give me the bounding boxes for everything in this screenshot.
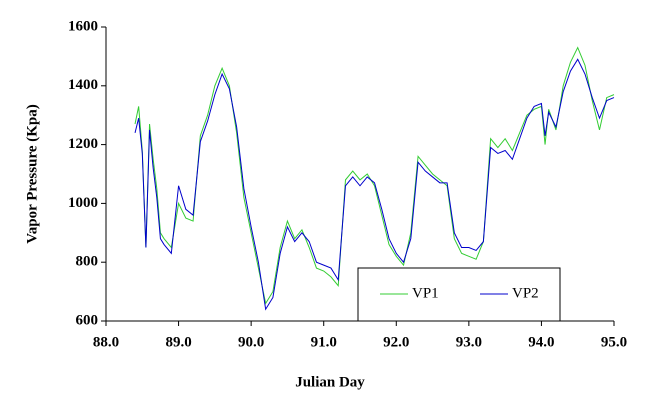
x-tick-label: 89.0	[165, 334, 191, 350]
y-axis-label: Vapor Pressure (Kpa)	[24, 104, 40, 243]
y-tick-label: 1400	[68, 77, 98, 93]
x-tick-label: 94.0	[528, 334, 554, 350]
y-tick-label: 800	[76, 254, 99, 270]
x-tick-label: 88.0	[93, 334, 119, 350]
y-tick-label: 1200	[68, 136, 98, 152]
y-tick-label: 600	[76, 312, 99, 328]
data-line	[134, 58, 615, 311]
x-tick-label: 93.0	[456, 334, 482, 350]
data-line	[134, 46, 615, 305]
x-tick-label: 95.0	[601, 334, 627, 350]
legend-label: VP1	[412, 285, 439, 301]
legend-label: VP2	[512, 285, 539, 301]
x-axis-label: Julian Day	[295, 374, 365, 390]
x-tick-label: 91.0	[311, 334, 337, 350]
x-tick-label: 92.0	[383, 334, 409, 350]
y-tick-label: 1000	[68, 195, 98, 211]
x-tick-label: 90.0	[238, 334, 264, 350]
y-tick-label: 1600	[68, 18, 98, 34]
